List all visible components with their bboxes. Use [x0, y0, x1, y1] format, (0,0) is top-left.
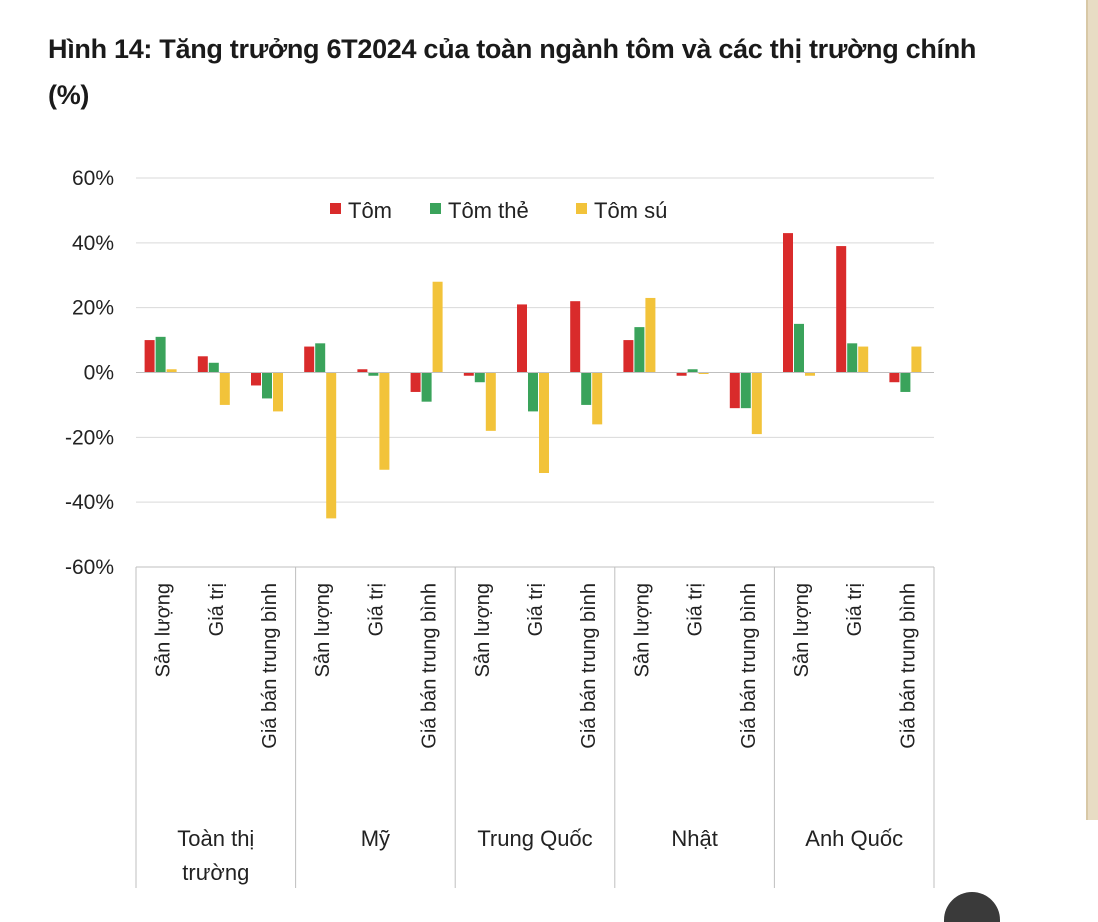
bar-tôm — [889, 372, 900, 383]
bar-tôm — [197, 356, 208, 373]
y-tick-label: -20% — [65, 426, 114, 449]
bar-tôm-thẻ — [421, 372, 432, 402]
bar-tôm-sú — [805, 372, 815, 376]
x-category-label: Sản lượng — [153, 583, 175, 677]
x-category-label: Giá trị — [206, 583, 228, 636]
chart-title: Hình 14: Tăng trưởng 6T2024 của toàn ngà… — [48, 34, 977, 110]
bar-tôm-sú — [911, 346, 922, 373]
legend-swatch — [330, 203, 341, 214]
bar-tôm-sú — [751, 372, 762, 435]
bar-tôm-thẻ — [528, 372, 538, 412]
bar-tôm — [836, 246, 847, 373]
y-tick-label: -40% — [65, 491, 114, 514]
page-edge-stripe — [1086, 0, 1098, 820]
bar-tôm — [463, 372, 474, 376]
bar-tôm — [144, 340, 155, 373]
y-tick-label: -60% — [65, 556, 114, 579]
bar-tôm — [517, 304, 527, 373]
bar-tôm-thẻ — [262, 372, 272, 399]
y-tick-label: 60% — [72, 167, 114, 190]
x-category-label: Giá bán trung bình — [259, 583, 281, 749]
bar-tôm-thẻ — [687, 369, 698, 373]
y-tick-label: 40% — [72, 232, 114, 255]
x-group-label: Mỹ — [361, 826, 390, 851]
bar-tôm-sú — [379, 372, 390, 470]
bar-tôm-thẻ — [208, 362, 219, 373]
legend-label: Tôm sú — [594, 198, 667, 223]
x-category-label: Giá bán trung bình — [419, 583, 441, 749]
x-group-label: Trung Quốc — [477, 826, 592, 851]
legend-swatch — [576, 203, 587, 214]
x-category-label: Giá trị — [365, 583, 387, 636]
bar-tôm-sú — [592, 372, 603, 425]
bar-tôm — [410, 372, 421, 392]
x-category-label: Sản lượng — [631, 583, 653, 677]
x-category-label: Giá bán trung bình — [578, 583, 600, 749]
bar-tôm-thẻ — [155, 336, 166, 373]
bar-tôm — [251, 372, 261, 386]
bar-tôm-thẻ — [474, 372, 485, 383]
legend-swatch — [430, 203, 441, 214]
bar-tôm — [570, 301, 581, 373]
bar-tôm-thẻ — [581, 372, 592, 405]
bar-tôm-sú — [273, 372, 283, 412]
x-category-label: Giá bán trung bình — [897, 583, 919, 749]
bar-tôm-thẻ — [315, 343, 326, 373]
bar-tôm-sú — [645, 297, 656, 373]
x-category-label: Giá trị — [685, 583, 707, 636]
bar-tôm-sú — [219, 372, 230, 405]
legend-label: Tôm thẻ — [448, 198, 529, 223]
x-group-label: trường — [182, 860, 249, 885]
bar-tôm-sú — [432, 281, 443, 373]
bar-tôm-sú — [539, 372, 549, 473]
bar-tôm — [623, 340, 634, 373]
x-category-label: Sản lượng — [791, 583, 813, 677]
x-category-label: Giá bán trung bình — [738, 583, 760, 749]
legend-label: Tôm — [348, 198, 392, 223]
x-category-label: Giá trị — [525, 583, 547, 636]
bar-tôm-sú — [858, 346, 869, 373]
bar-tôm-sú — [166, 369, 177, 373]
bar-tôm-sú — [485, 372, 496, 431]
x-group-label: Nhật — [671, 826, 717, 851]
x-group-label: Toàn thị — [177, 826, 254, 851]
y-tick-label: 20% — [72, 297, 114, 320]
x-category-label: Sản lượng — [472, 583, 494, 677]
y-tick-label: 0% — [84, 362, 114, 385]
bar-tôm — [304, 346, 315, 373]
bar-tôm — [729, 372, 740, 409]
bar-tôm-thẻ — [634, 327, 645, 373]
x-category-label: Giá trị — [844, 583, 866, 636]
bar-tôm-sú — [698, 372, 709, 374]
bar-tôm — [357, 369, 368, 373]
bar-tôm-sú — [326, 372, 337, 519]
bar-tôm-thẻ — [368, 372, 379, 376]
bar-tôm — [676, 372, 687, 376]
x-group-label: Anh Quốc — [805, 826, 903, 851]
bar-tôm-thẻ — [900, 372, 911, 392]
bar-tôm-thẻ — [740, 372, 751, 409]
bar-tôm-thẻ — [847, 343, 858, 373]
x-category-label: Sản lượng — [312, 583, 334, 677]
bar-tôm-thẻ — [794, 323, 804, 373]
bar-tôm — [783, 233, 793, 373]
